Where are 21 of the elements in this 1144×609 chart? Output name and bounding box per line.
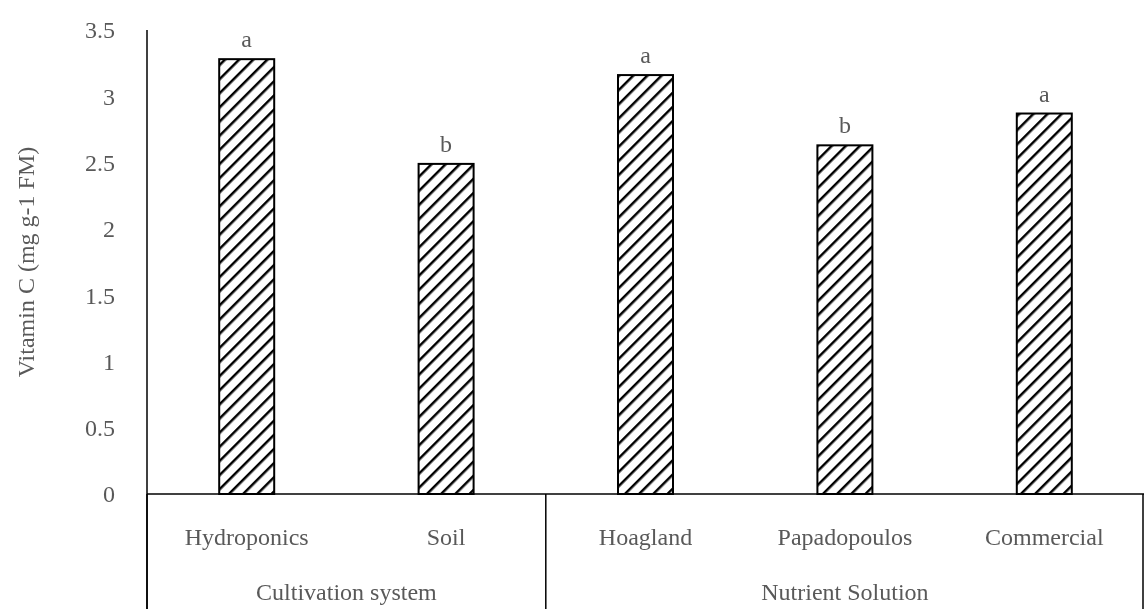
y-tick-label: 3: [103, 83, 115, 110]
y-tick-label: 1.5: [85, 282, 115, 309]
annotation: a: [241, 26, 253, 53]
x-tick-label: Commercial: [984, 524, 1104, 550]
y-tick-label: 2.5: [85, 149, 115, 176]
y-axis-title: Vitamin C (mg g-1 FM): [13, 146, 39, 378]
annotation: a: [640, 42, 652, 69]
x-tick-label: Hoagland: [598, 524, 693, 550]
text: Nutrient Solution: [761, 579, 929, 605]
y-tick-label: 2: [103, 216, 115, 243]
y-tick-label: 0.5: [85, 415, 115, 442]
annotation: b: [440, 130, 453, 157]
y-tick-label: 0: [103, 481, 115, 508]
annotation: b: [838, 112, 851, 139]
x-tick-label: Soil: [426, 524, 466, 550]
x-tick-label: Papadopoulos: [777, 524, 913, 550]
annotation: a: [1038, 80, 1050, 107]
x-tick-label: Hydroponics: [184, 524, 309, 550]
text: Cultivation system: [256, 579, 438, 605]
y-tick-label: 3.5: [85, 17, 115, 44]
y-tick-label: 1: [103, 348, 115, 375]
